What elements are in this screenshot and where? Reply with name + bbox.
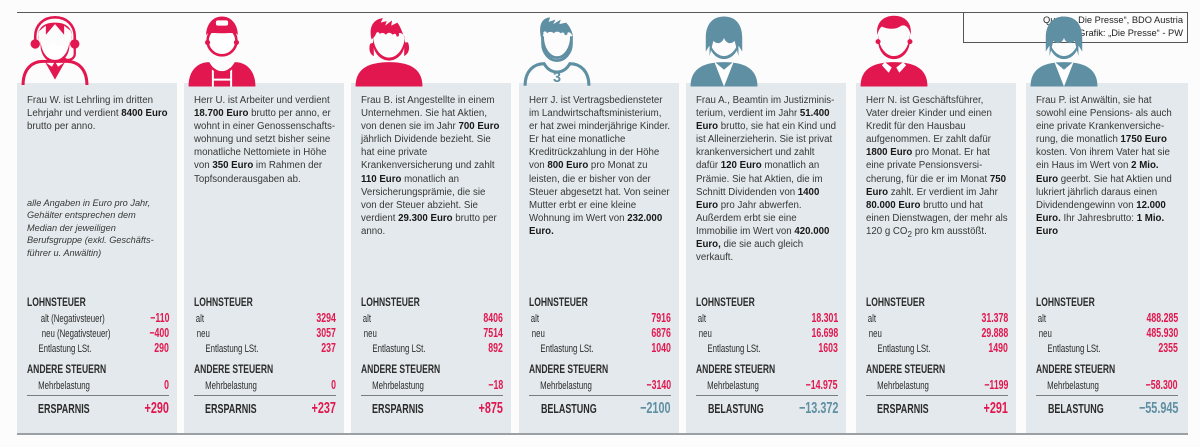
svg-text:3: 3	[553, 70, 561, 86]
